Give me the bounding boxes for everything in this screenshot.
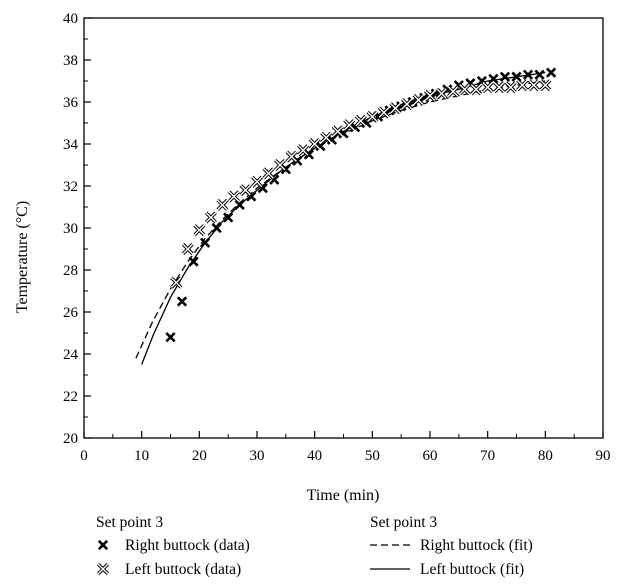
left-buttock-point xyxy=(458,83,471,96)
left-buttock-point xyxy=(435,87,448,100)
right-buttock-point xyxy=(488,73,499,85)
left-buttock-point xyxy=(262,167,275,180)
y-tick-label: 20 xyxy=(63,431,78,447)
left-buttock-point xyxy=(493,81,506,94)
left-buttock-point xyxy=(193,224,206,237)
legend-label: Right buttock (data) xyxy=(125,537,250,554)
left-buttock-point xyxy=(377,106,390,119)
legend-left-title: Set point 3 xyxy=(96,514,163,531)
x-tick-label: 80 xyxy=(538,448,553,464)
right-buttock-point xyxy=(188,256,199,267)
left-buttock-point xyxy=(366,110,379,123)
x-axis-title: Time (min) xyxy=(307,487,380,504)
x-tick-label: 90 xyxy=(596,448,611,464)
left-buttock-point xyxy=(354,114,367,127)
left-buttock-point xyxy=(331,125,344,138)
y-tick-label: 40 xyxy=(63,11,78,27)
left-buttock-point xyxy=(481,81,494,94)
legend-label: Left buttock (data) xyxy=(125,561,241,578)
x-tick-label: 20 xyxy=(192,448,207,464)
right-buttock-point xyxy=(176,296,188,307)
left-buttock-point xyxy=(504,81,517,94)
x-tick-label: 10 xyxy=(134,448,149,464)
axes: 0 10 20 30 40 50 60 70 80 90 20 22 24 26 28 30 32 34 36 38 4… xyxy=(63,11,611,464)
right-buttock-point xyxy=(223,212,234,223)
right-buttock-point xyxy=(522,69,534,80)
y-tick-label: 30 xyxy=(63,221,78,237)
right-buttock-point xyxy=(165,332,176,343)
x-tick-label: 40 xyxy=(307,448,322,464)
x-tick-label: 70 xyxy=(480,448,495,464)
x-tick-label: 30 xyxy=(250,448,265,464)
left-buttock-point xyxy=(470,83,483,96)
y-tick-label: 24 xyxy=(63,347,79,363)
legend-label: Right buttock (fit) xyxy=(420,537,533,554)
left-buttock-point xyxy=(181,242,194,256)
left-buttock-point xyxy=(274,158,287,172)
left-buttock-fit-line xyxy=(141,71,546,365)
y-tick-label: 38 xyxy=(63,53,78,69)
right-buttock-point xyxy=(211,222,222,234)
right-buttock-point xyxy=(499,71,511,82)
right-buttock-point xyxy=(545,67,557,78)
left-buttock-point xyxy=(343,119,356,132)
left-buttock-point xyxy=(423,89,437,102)
left-buttock-point xyxy=(239,184,252,197)
y-tick-label: 34 xyxy=(63,137,79,153)
right-buttock-fit-line xyxy=(135,80,546,359)
left-buttock-point xyxy=(204,211,217,224)
right-buttock-point xyxy=(534,69,545,80)
left-buttock-point xyxy=(539,79,552,92)
x-tick-label: 50 xyxy=(365,448,380,464)
left-buttock-point xyxy=(227,190,240,203)
right-buttock-point xyxy=(234,199,245,211)
y-tick-label: 32 xyxy=(63,179,78,195)
legend: Set point 3 Set point 3 Right buttock (dat… xyxy=(96,514,533,578)
left-buttock-point xyxy=(216,198,229,211)
right-buttock-point xyxy=(199,237,211,248)
right-buttock-point xyxy=(511,71,522,82)
left-buttock-point xyxy=(170,276,183,289)
left-buttock-point xyxy=(285,150,298,163)
left-buttock-point xyxy=(250,175,264,188)
left-buttock-point xyxy=(320,131,333,144)
y-tick-label: 36 xyxy=(63,95,79,111)
y-tick-label: 26 xyxy=(63,305,79,321)
left-buttock-point xyxy=(516,79,529,92)
legend-right-title: Set point 3 xyxy=(370,514,437,531)
x-tick-label: 0 xyxy=(80,448,88,464)
y-axis-title: Temperature (°C) xyxy=(14,201,31,313)
legend-label: Left buttock (fit) xyxy=(420,561,524,578)
left-buttock-point xyxy=(412,93,425,106)
left-buttock-point xyxy=(308,137,321,151)
y-tick-label: 28 xyxy=(63,263,78,279)
left-buttock-point xyxy=(389,102,402,115)
left-buttock-point xyxy=(527,79,540,92)
x-tick-label: 60 xyxy=(423,448,438,464)
left-buttock-point xyxy=(400,98,413,111)
y-tick-label: 22 xyxy=(63,389,78,405)
legend-left-data-marker xyxy=(96,562,110,576)
plot-area xyxy=(135,67,557,365)
legend-right-data-marker xyxy=(97,539,109,551)
left-buttock-point xyxy=(297,144,310,157)
left-buttock-point xyxy=(447,85,460,98)
